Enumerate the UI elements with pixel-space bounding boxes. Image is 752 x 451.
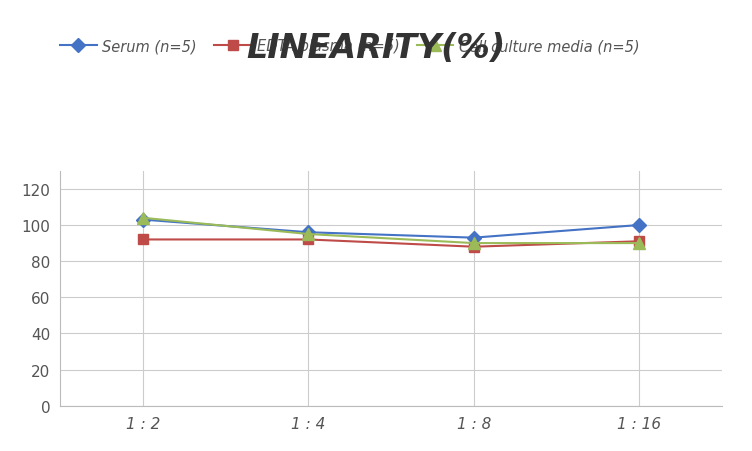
Legend: Serum (n=5), EDTA plasma (n=5), Cell culture media (n=5): Serum (n=5), EDTA plasma (n=5), Cell cul… xyxy=(54,33,646,60)
Cell culture media (n=5) xyxy=(304,232,313,237)
Line: EDTA plasma (n=5): EDTA plasma (n=5) xyxy=(138,235,644,252)
EDTA plasma (n=5) xyxy=(304,237,313,243)
Text: LINEARITY(%): LINEARITY(%) xyxy=(247,32,505,64)
Serum (n=5) xyxy=(469,235,478,241)
EDTA plasma (n=5) xyxy=(635,239,644,244)
Serum (n=5) xyxy=(635,223,644,228)
Cell culture media (n=5) xyxy=(635,241,644,246)
Cell culture media (n=5) xyxy=(469,241,478,246)
EDTA plasma (n=5) xyxy=(469,244,478,250)
Serum (n=5) xyxy=(138,217,147,223)
Line: Serum (n=5): Serum (n=5) xyxy=(138,215,644,243)
Serum (n=5) xyxy=(304,230,313,235)
EDTA plasma (n=5) xyxy=(138,237,147,243)
Line: Cell culture media (n=5): Cell culture media (n=5) xyxy=(138,213,644,249)
Cell culture media (n=5) xyxy=(138,216,147,221)
